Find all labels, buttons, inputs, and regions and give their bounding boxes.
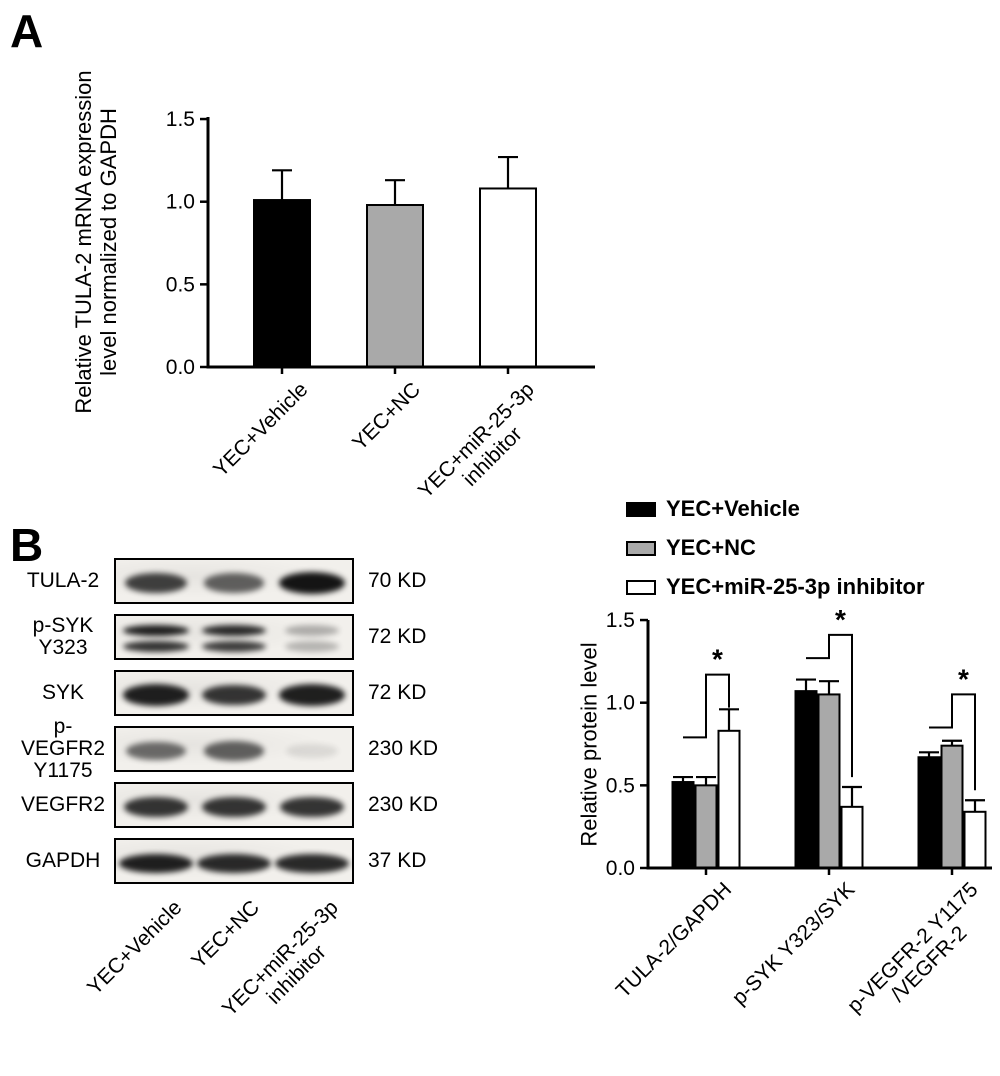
y-tick-label: 1.0 — [166, 191, 195, 214]
blot-row: GAPDH 37 KD — [12, 838, 438, 884]
western-blot-panel: TULA-2 70 KD p-SYK Y323 72 KD SYK 72 KD p-VEGF… — [12, 558, 438, 894]
blot-kd-label: 230 KD — [368, 737, 439, 760]
bar — [940, 744, 964, 869]
blot-protein-label: SYK — [41, 681, 85, 704]
blot-kd-label: 230 KD — [368, 793, 439, 816]
blot-band — [279, 684, 345, 706]
bar — [717, 729, 741, 869]
blot-band — [280, 796, 344, 818]
bar — [840, 805, 864, 870]
blot-band — [284, 624, 340, 636]
y-tick-label: 1.0 — [606, 692, 635, 715]
blot-protein-label: GAPDH — [25, 849, 101, 872]
bar — [479, 187, 537, 368]
y-tick-label: 0.5 — [166, 273, 195, 296]
legend-item: YEC+miR-25-3p inhibitor — [626, 574, 925, 600]
significance-bracket — [806, 633, 853, 778]
blot-image — [114, 614, 354, 660]
blot-protein-label: p-VEGFR2 Y1175 — [20, 715, 106, 782]
bar — [253, 199, 311, 368]
blot-image — [114, 558, 354, 604]
blot-protein-label: p-SYK Y323 — [32, 614, 94, 659]
blot-band — [126, 741, 186, 761]
bar — [963, 810, 987, 870]
significance-bracket — [929, 693, 976, 791]
legend-label: YEC+miR-25-3p inhibitor — [666, 574, 925, 599]
blot-band — [279, 572, 345, 594]
blot-lane-label: YEC+NC — [187, 896, 265, 973]
significance-star: * — [958, 663, 969, 694]
bar — [366, 204, 424, 368]
blot-protein-label: VEGFR2 — [20, 793, 106, 816]
y-tick-label: 0.5 — [606, 774, 635, 797]
blot-band — [201, 624, 267, 636]
blot-band — [123, 684, 189, 706]
legend-swatch-gray — [626, 540, 656, 556]
legend-swatch-white — [626, 579, 656, 595]
blot-protein-label: TULA-2 — [26, 569, 100, 592]
bar — [794, 690, 818, 869]
panel-b-bar-chart: 0.0 0.5 1.0 1.5 * * * — [606, 604, 992, 880]
blot-image — [114, 726, 354, 772]
legend-label: YEC+NC — [666, 535, 756, 560]
blot-band — [124, 796, 188, 818]
blot-band — [197, 853, 271, 873]
bar — [817, 693, 841, 869]
bar — [917, 756, 941, 869]
blot-kd-label: 72 KD — [368, 625, 427, 648]
significance-star: * — [712, 644, 723, 675]
blot-band — [123, 624, 189, 636]
blot-row: p-VEGFR2 Y1175 230 KD — [12, 715, 439, 782]
panel-b-label: B — [10, 519, 44, 571]
blot-row: SYK 72 KD — [12, 670, 438, 716]
blot-lane-label: YEC+Vehicle — [82, 896, 187, 1000]
panel-a-y-axis-label: Relative TULA-2 mRNA expression level no… — [71, 70, 121, 414]
blot-band — [203, 741, 265, 761]
blot-row: p-SYK Y323 72 KD — [12, 614, 438, 660]
blot-band — [202, 796, 266, 818]
blot-band — [275, 853, 349, 873]
panel-a-x-tick-label: YEC+miR-25-3p inhibitor — [413, 378, 539, 503]
blot-row: VEGFR2 230 KD — [12, 782, 438, 828]
blot-kd-label: 37 KD — [368, 849, 427, 872]
blot-image — [114, 838, 354, 884]
blot-band — [286, 743, 338, 759]
blot-image — [114, 782, 354, 828]
blot-band — [203, 573, 265, 593]
blot-kd-label: 70 KD — [368, 569, 427, 592]
legend-swatch-black — [626, 501, 656, 517]
y-tick-label: 1.5 — [606, 609, 635, 632]
blot-band — [202, 684, 266, 706]
blot-band — [123, 640, 189, 652]
significance-star: * — [835, 604, 846, 635]
bar — [671, 781, 695, 870]
blot-row: TULA-2 70 KD — [12, 558, 438, 604]
significance-bracket — [683, 673, 730, 739]
legend-label: YEC+Vehicle — [666, 496, 800, 521]
y-tick-label: 0.0 — [166, 356, 195, 379]
blot-image — [114, 670, 354, 716]
panel-a-label: A — [10, 5, 44, 57]
legend: YEC+Vehicle YEC+NC YEC+miR-25-3p inhibit… — [626, 496, 925, 613]
legend-item: YEC+NC — [626, 535, 925, 561]
bar — [694, 784, 718, 870]
y-tick-label: 0.0 — [606, 857, 635, 880]
blot-band — [119, 853, 193, 873]
y-tick-label: 1.5 — [166, 108, 195, 131]
blot-band — [284, 640, 340, 652]
blot-band — [124, 572, 188, 594]
legend-item: YEC+Vehicle — [626, 496, 925, 522]
blot-band — [201, 640, 267, 652]
blot-kd-label: 72 KD — [368, 681, 427, 704]
panel-a-bar-chart: 0.0 0.5 1.0 1.5 — [166, 108, 595, 379]
panel-a-x-tick-label: YEC+Vehicle — [208, 378, 313, 482]
